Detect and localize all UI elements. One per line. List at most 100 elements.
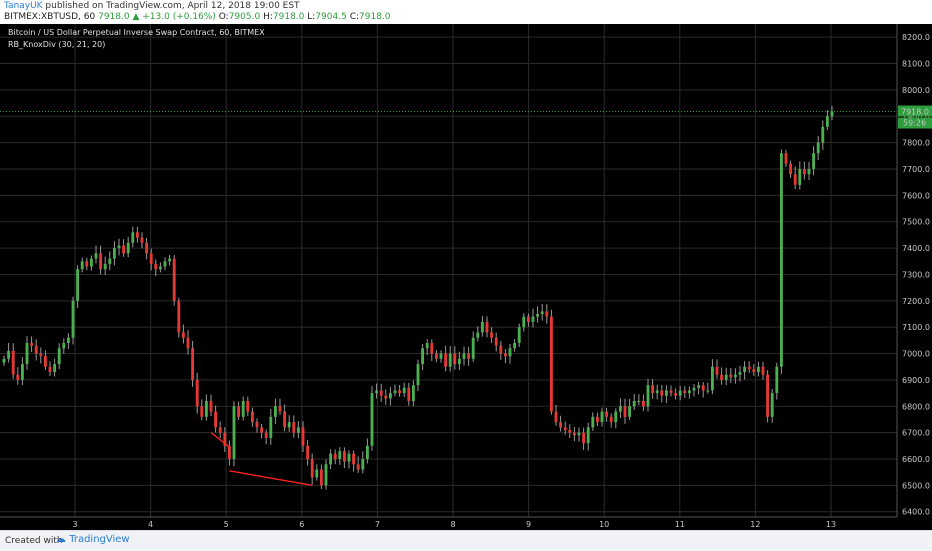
candle-body: [140, 237, 144, 243]
candlestick-chart[interactable]: 6400.0 6500.0 6600.0 6700.0 6800.0 6900.0 7000…: [0, 24, 932, 530]
y-tick-label: 7800.0: [902, 139, 930, 148]
candle-body: [7, 350, 11, 359]
chart-area[interactable]: 6400.0 6500.0 6600.0 6700.0 6800.0 6900.0 7000…: [0, 24, 932, 530]
candle-body: [554, 411, 558, 423]
symbol-info: BITMEX:XBTUSD, 60 7918.0 ▲ +13.0 (+0.16%…: [4, 12, 391, 23]
candle-body: [411, 385, 415, 401]
candle-body: [66, 337, 70, 343]
candle-body: [595, 416, 599, 423]
candle-body: [448, 353, 452, 367]
candle-body: [237, 406, 241, 417]
candle-body: [177, 300, 181, 333]
publish-info: TanayUK published on TradingView.com, Ap…: [4, 1, 300, 12]
candle-body: [775, 366, 779, 394]
candle-body: [195, 379, 199, 407]
candle-body: [660, 390, 664, 396]
candle-body: [25, 343, 29, 365]
candle-body: [701, 385, 705, 391]
low-value: 7904.5: [315, 12, 347, 22]
price-change: ▲ +13.0 (+0.16%): [132, 12, 216, 22]
candle-body: [269, 416, 273, 438]
publish-text: published on TradingView.com, April 12, …: [42, 1, 300, 11]
candle-body: [94, 253, 98, 259]
candle-body: [108, 258, 112, 264]
candle-body: [710, 366, 714, 391]
candle-body: [85, 261, 89, 267]
y-tick-label: 6800.0: [902, 402, 930, 411]
y-tick-label: 6700.0: [902, 429, 930, 438]
candle-body: [646, 385, 650, 407]
candle-body: [135, 232, 139, 238]
candle-body: [825, 116, 829, 127]
candle-body: [476, 332, 480, 338]
candle-body: [724, 374, 728, 380]
candle-body: [324, 464, 328, 486]
candle-body: [743, 366, 747, 372]
candle-body: [89, 258, 93, 267]
y-tick-label: 6900.0: [902, 376, 930, 385]
candle-body: [802, 169, 806, 175]
candle-body: [816, 142, 820, 154]
divergence-line-1: [210, 432, 230, 448]
candle-body: [439, 353, 443, 359]
x-tick-label: 11: [675, 520, 685, 529]
price-axis[interactable]: 6400.0 6500.0 6600.0 6700.0 6800.0 6900.0 7000…: [896, 24, 932, 530]
candle-body: [687, 390, 691, 394]
candle-body: [821, 126, 825, 143]
y-tick-label: 7500.0: [902, 218, 930, 227]
candle-body: [508, 348, 512, 357]
candle-body: [559, 422, 563, 428]
candle-body: [264, 432, 268, 438]
candles-layer: [2, 105, 834, 490]
candle-body: [733, 374, 737, 378]
candle-body: [513, 343, 517, 349]
candle-body: [122, 245, 126, 254]
candle-body: [223, 432, 227, 446]
candle-body: [641, 401, 645, 407]
x-tick-label: 8: [450, 520, 455, 529]
candle-body: [250, 411, 254, 423]
candle-body: [126, 242, 130, 254]
candle-body: [747, 366, 751, 370]
candle-body: [637, 401, 641, 402]
candle-body: [393, 390, 397, 394]
candle-body: [600, 411, 604, 423]
time-axis[interactable]: 3 4 5 6 7 8 9 10 11 12 13: [0, 516, 897, 529]
candle-body: [756, 366, 760, 372]
candle-body: [62, 343, 66, 349]
candle-body: [209, 401, 213, 412]
candle-body: [296, 427, 300, 433]
candle-body: [549, 316, 553, 412]
y-tick-label: 7900.0: [902, 112, 930, 121]
candle-body: [181, 332, 185, 338]
candle-body: [112, 248, 116, 259]
candle-body: [798, 169, 802, 185]
candle-body: [582, 432, 586, 444]
candle-body: [490, 332, 494, 338]
candle-body: [471, 337, 475, 359]
candle-body: [494, 337, 498, 346]
candle-body: [131, 232, 135, 243]
author-link[interactable]: TanayUK: [4, 1, 43, 11]
candle-body: [163, 261, 167, 267]
candle-body: [462, 353, 466, 359]
y-tick-label: 8000.0: [902, 86, 930, 95]
candle-body: [407, 387, 411, 401]
candle-body: [522, 316, 526, 328]
candle-body: [614, 411, 618, 423]
candle-body: [425, 343, 429, 349]
candle-body: [76, 269, 80, 301]
candle-body: [457, 358, 461, 365]
candle-body: [347, 453, 351, 462]
candle-body: [398, 390, 402, 394]
candle-body: [503, 353, 507, 357]
tradingview-logo[interactable]: ☁ TradingView: [56, 534, 130, 545]
candle-body: [623, 406, 627, 417]
x-tick-label: 7: [375, 520, 380, 529]
candle-body: [655, 390, 659, 394]
candle-body: [678, 390, 682, 396]
candle-body: [444, 353, 448, 367]
candle-body: [149, 253, 153, 264]
candle-body: [605, 411, 609, 417]
candle-body: [370, 393, 374, 446]
